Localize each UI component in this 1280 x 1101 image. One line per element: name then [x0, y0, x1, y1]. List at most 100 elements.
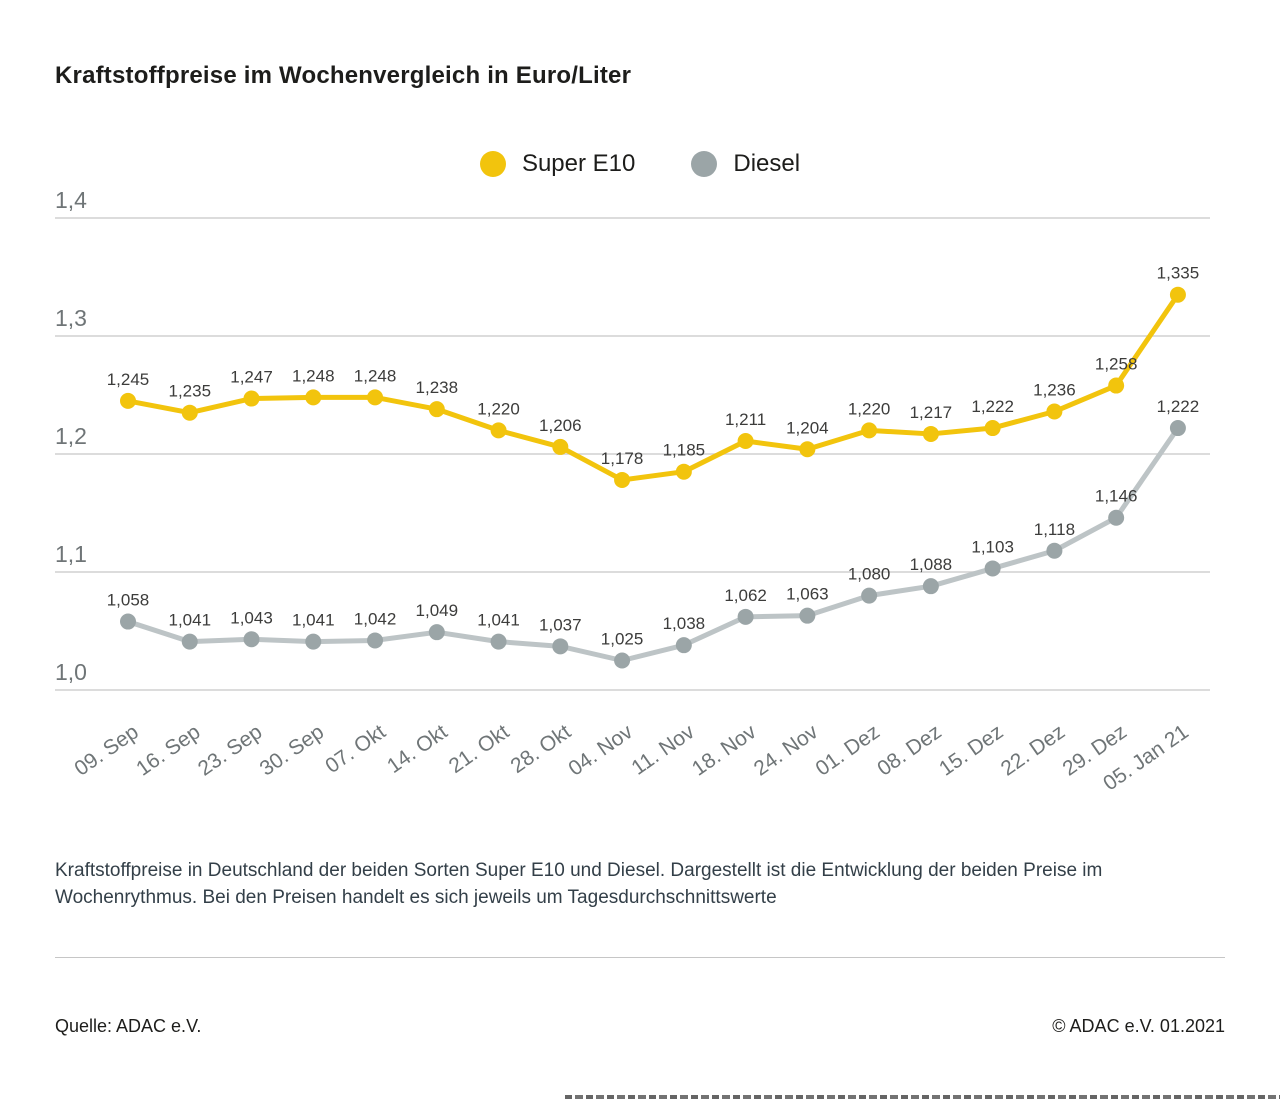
value-label: 1,062 [724, 586, 767, 605]
data-point [984, 560, 1001, 577]
page-title: Kraftstoffpreise im Wochenvergleich in E… [55, 62, 632, 89]
x-axis-tick-label: 04. Nov [564, 720, 637, 781]
x-axis-tick-label: 30. Sep [256, 720, 329, 780]
data-point [367, 632, 384, 649]
value-label: 1,185 [663, 441, 706, 460]
data-point [922, 578, 939, 595]
legend-label-super-e10: Super E10 [521, 150, 636, 177]
data-point [675, 463, 692, 480]
line-chart: 1,4 1,3 1,2 1,1 1,0 09. Sep 16. Sep 23. Sep 30. … [0, 187, 1280, 830]
data-point [1169, 420, 1186, 437]
super-e10-dot-icon [479, 151, 506, 177]
value-label: 1,146 [1095, 487, 1138, 506]
value-label: 1,335 [1157, 264, 1200, 283]
data-point [490, 633, 507, 650]
x-axis-tick-label: 22. Dez [997, 720, 1069, 780]
y-axis-tick-label: 1,2 [55, 423, 87, 449]
series-line [125, 292, 1181, 483]
x-axis-tick-label: 09. Sep [70, 720, 143, 780]
value-label: 1,041 [477, 611, 520, 630]
data-point [305, 633, 322, 650]
x-axis-tick-label: 08. Dez [873, 720, 945, 780]
x-axis-tick-label: 23. Sep [194, 720, 267, 780]
legend-item-diesel: Diesel [691, 150, 800, 178]
data-point [305, 389, 322, 406]
value-label: 1,088 [910, 555, 953, 574]
value-label: 1,041 [292, 611, 335, 630]
x-axis-tick-label: 15. Dez [935, 720, 1007, 780]
data-point [1108, 377, 1125, 394]
value-label: 1,041 [168, 611, 211, 630]
data-point [552, 638, 569, 655]
data-point [181, 404, 198, 421]
legend-label-diesel: Diesel [733, 150, 801, 177]
x-axis-tick-label: 11. Nov [627, 720, 699, 780]
y-axis-tick-label: 1,3 [55, 305, 87, 331]
value-label: 1,220 [848, 399, 891, 418]
data-point [737, 433, 754, 450]
copyright-credit: © ADAC e.V. 01.2021 [1052, 1016, 1225, 1036]
value-label: 1,222 [971, 397, 1014, 416]
x-axis-tick-label: 01. Dez [812, 720, 884, 780]
value-label: 1,063 [786, 585, 829, 604]
value-label: 1,211 [725, 410, 766, 429]
value-label: 1,247 [230, 368, 273, 387]
value-label: 1,248 [354, 366, 397, 385]
data-point [922, 425, 939, 442]
series-line [125, 425, 1181, 663]
value-label: 1,258 [1095, 355, 1138, 374]
legend-item-super-e10: Super E10 [479, 150, 636, 178]
y-axis-tick-label: 1,1 [55, 541, 87, 567]
data-point [490, 422, 507, 439]
value-label: 1,178 [601, 449, 644, 468]
data-point [614, 471, 631, 488]
value-label: 1,080 [848, 565, 891, 584]
value-label: 1,206 [539, 416, 582, 435]
value-label: 1,103 [971, 537, 1014, 556]
data-point [367, 389, 384, 406]
data-point [552, 438, 569, 455]
value-label: 1,118 [1034, 520, 1075, 539]
data-point [614, 652, 631, 669]
data-point [428, 401, 445, 418]
value-label: 1,204 [786, 418, 829, 437]
value-label: 1,238 [416, 378, 459, 397]
value-label: 1,235 [168, 382, 211, 401]
x-axis-tick-label: 16. Sep [132, 720, 205, 780]
value-label: 1,236 [1033, 381, 1076, 400]
value-label: 1,058 [107, 591, 150, 610]
value-label: 1,043 [230, 608, 273, 627]
diesel-dot-icon [691, 151, 718, 177]
footer-divider [55, 957, 1225, 958]
data-point [861, 422, 878, 439]
value-label: 1,217 [910, 403, 953, 422]
x-axis-tick-label: 14. Okt [383, 720, 452, 778]
x-axis-tick-label: 28. Okt [507, 720, 576, 778]
x-axis-tick-label: 24. Nov [750, 720, 823, 781]
value-label: 1,245 [107, 370, 150, 389]
data-point [120, 613, 136, 630]
value-label: 1,037 [539, 615, 582, 634]
value-label: 1,248 [292, 366, 335, 385]
data-point [675, 637, 692, 654]
cropped-content-artifact [565, 1095, 1280, 1099]
value-label: 1,220 [477, 399, 520, 418]
x-axis-tick-label: 21. Okt [445, 720, 514, 778]
data-point [799, 607, 816, 624]
value-label: 1,042 [354, 609, 397, 628]
data-point [1046, 542, 1063, 559]
x-axis-tick-label: 18. Nov [688, 720, 761, 781]
y-axis-tick-label: 1,0 [55, 659, 87, 685]
data-point [1046, 403, 1063, 420]
value-label: 1,222 [1157, 397, 1200, 416]
value-label: 1,025 [601, 630, 644, 649]
chart-caption: Kraftstoffpreise in Deutschland der beid… [55, 860, 1103, 908]
data-point [428, 624, 445, 641]
data-point [861, 587, 878, 604]
data-point [181, 633, 198, 650]
data-point [799, 441, 816, 458]
source-credit: Quelle: ADAC e.V. [55, 1016, 202, 1036]
value-label: 1,049 [416, 601, 459, 620]
value-label: 1,038 [663, 614, 706, 633]
data-point [243, 631, 260, 648]
